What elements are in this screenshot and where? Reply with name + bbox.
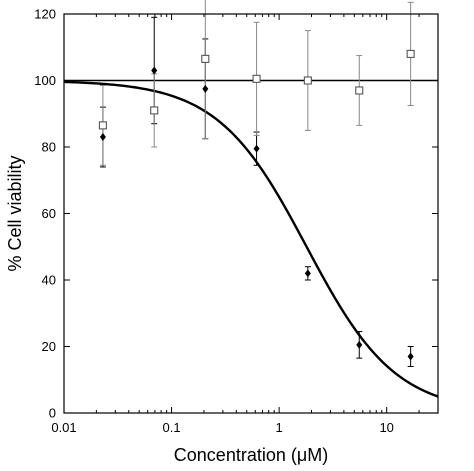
dose-response-fit-curve <box>63 80 439 398</box>
y-tick-label: 40 <box>42 273 56 288</box>
y-tick-label: 80 <box>42 140 56 155</box>
open-square-point <box>303 76 312 85</box>
y-tick-label: 0 <box>49 406 56 421</box>
axis-ticks: 0 20 40 60 80 100 120 0.01 0.1 1 10 <box>34 7 439 435</box>
error-bars <box>99 0 414 367</box>
open-square-point <box>150 106 159 115</box>
filled-diamond-point <box>202 84 209 93</box>
x-tick-label: 10 <box>379 420 393 435</box>
filled-diamond-point <box>253 144 260 153</box>
plot-frame <box>63 13 439 414</box>
y-tick-label: 120 <box>34 7 56 22</box>
x-tick-label: 1 <box>276 420 283 435</box>
open-square-point <box>252 74 261 83</box>
open-square-point <box>355 86 364 95</box>
filled-diamond-point <box>407 352 414 361</box>
open-square-point <box>201 54 210 63</box>
y-tick-label: 60 <box>42 206 56 221</box>
open-square-point <box>406 49 415 58</box>
filled-diamond-point <box>304 269 311 278</box>
data-points <box>98 49 415 361</box>
y-tick-label: 20 <box>42 339 56 354</box>
y-axis-title: % Cell viability <box>5 155 25 271</box>
y-tick-label: 100 <box>34 73 56 88</box>
fit-curves <box>63 79 439 398</box>
x-axis-title: Concentration (μM) <box>174 445 328 465</box>
x-tick-label: 0.01 <box>51 420 76 435</box>
filled-diamond-point <box>151 66 158 75</box>
filled-diamond-point <box>99 133 106 142</box>
x-tick-label: 0.1 <box>163 420 181 435</box>
filled-diamond-point <box>356 340 363 349</box>
open-square-point <box>98 121 107 130</box>
